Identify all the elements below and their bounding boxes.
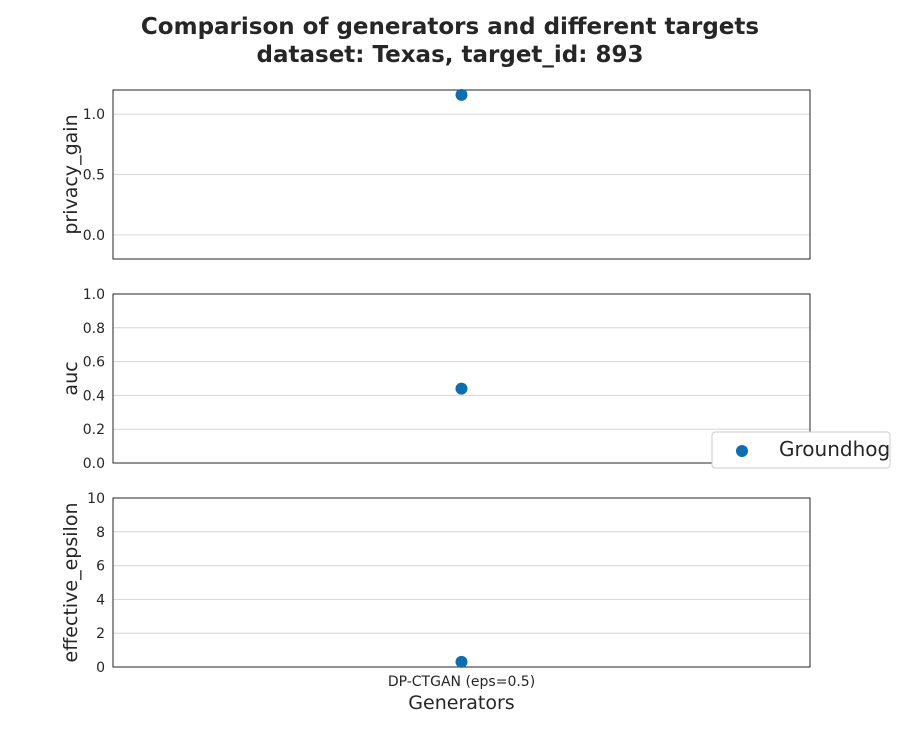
y-tick-label: 1.0 bbox=[83, 107, 105, 123]
legend-box bbox=[711, 431, 891, 469]
chart-title-line-2: dataset: Texas, target_id: 893 bbox=[257, 42, 644, 68]
y-tick-label: 0.0 bbox=[83, 228, 105, 244]
y-tick-label: 0.6 bbox=[83, 355, 105, 371]
legend-marker bbox=[736, 445, 748, 457]
y-tick-label: 1.0 bbox=[83, 287, 105, 303]
y-tick-label: 0.4 bbox=[83, 388, 105, 404]
y-tick-label: 8 bbox=[96, 525, 105, 541]
data-point-groundhog bbox=[455, 88, 468, 101]
subplot-effective-epsilon: 0 2 4 6 8 10 effective_epsilon DP-CTGAN (eps=0.… bbox=[60, 491, 811, 714]
plot-area bbox=[113, 294, 810, 463]
y-axis-label: auc bbox=[60, 361, 82, 395]
y-tick-label: 2 bbox=[96, 626, 105, 642]
x-axis-label: Generators bbox=[408, 692, 514, 714]
y-tick-label: 6 bbox=[96, 559, 105, 575]
legend: Groundhog bbox=[711, 431, 891, 469]
y-tick-label: 0.2 bbox=[83, 422, 105, 438]
y-tick-label: 0.0 bbox=[83, 456, 105, 472]
subplot-auc: 0.0 0.2 0.4 0.6 0.8 1.0 auc bbox=[60, 287, 811, 472]
y-tick-label: 4 bbox=[96, 592, 105, 608]
axes-frame bbox=[112, 293, 811, 464]
data-point-groundhog bbox=[455, 655, 468, 668]
y-tick-label: 10 bbox=[87, 491, 105, 507]
data-point-groundhog bbox=[455, 382, 468, 395]
y-tick-label: 0.8 bbox=[83, 321, 105, 337]
x-tick-label: DP-CTGAN (eps=0.5) bbox=[388, 674, 535, 690]
legend-entry-groundhog: Groundhog bbox=[779, 437, 890, 461]
y-tick-label: 0 bbox=[96, 660, 105, 676]
plot-area bbox=[113, 498, 810, 667]
y-axis-label: privacy_gain bbox=[60, 114, 82, 234]
y-tick-label: 0.5 bbox=[83, 168, 105, 184]
y-axis-label: effective_epsilon bbox=[60, 503, 82, 663]
subplots: 0.00.51.0privacy_gain0.00.20.40.60.81.0a… bbox=[60, 88, 811, 714]
chart-title-line-1: Comparison of generators and different t… bbox=[141, 14, 759, 40]
